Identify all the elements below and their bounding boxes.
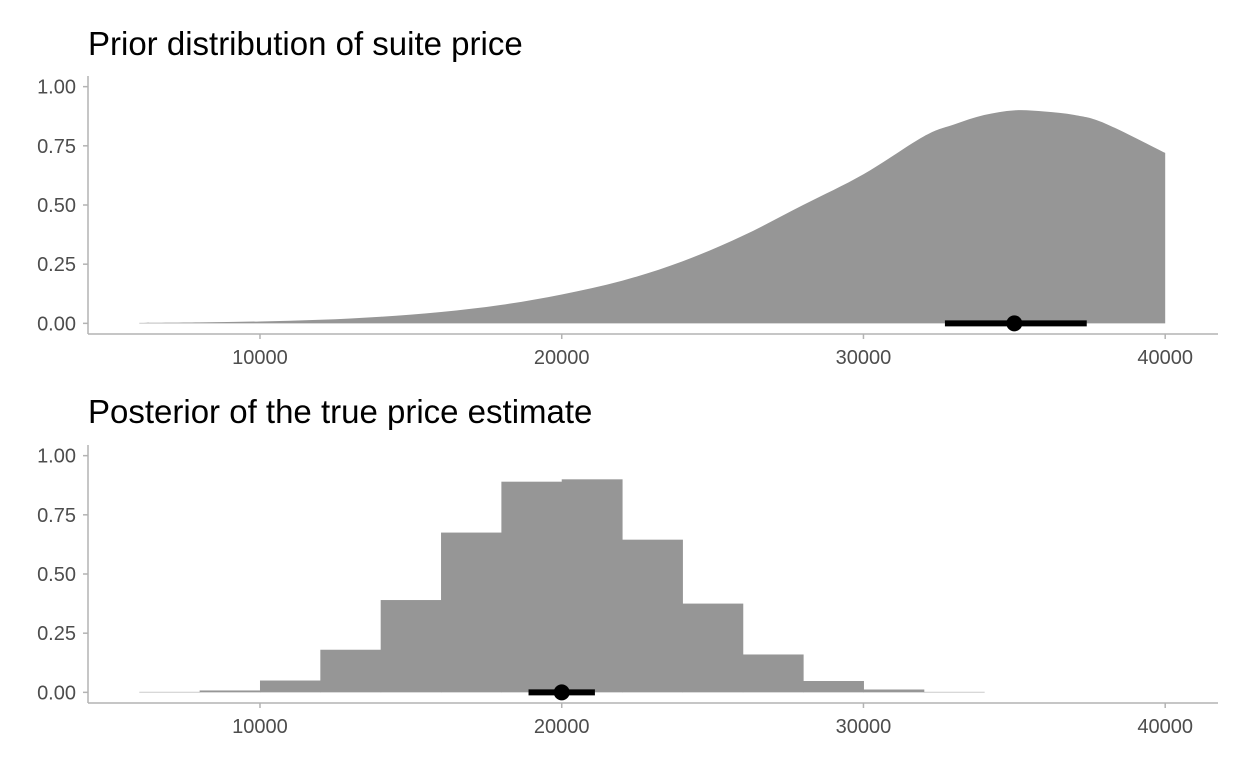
posterior-y-tick-label: 0.75 — [37, 505, 76, 527]
posterior-histogram-bar — [139, 691, 201, 693]
posterior-y-tick-label: 0.50 — [37, 564, 76, 586]
posterior-plot-area — [139, 479, 985, 701]
posterior-histogram-bar — [923, 691, 985, 693]
posterior-histogram-bar — [682, 603, 744, 693]
posterior-histogram-bar — [441, 532, 502, 693]
prior-y-tick-label: 0.50 — [37, 195, 76, 217]
prior-plot-area — [139, 110, 1166, 332]
posterior-x-tick-label: 40000 — [1137, 716, 1193, 738]
prior-x-tick-label: 40000 — [1137, 347, 1193, 369]
posterior-histogram-bar — [863, 689, 925, 693]
posterior-panel: Posterior of the true price estimate 0.0… — [37, 393, 1218, 738]
posterior-x-tick-label: 10000 — [232, 716, 288, 738]
prior-x-tick-label: 20000 — [534, 347, 590, 369]
posterior-axes: 0.00 0.25 0.50 0.75 1.00 10000 20000 30000 40000 — [37, 445, 1218, 738]
prior-y-tick-label: 0.75 — [37, 136, 76, 158]
posterior-histogram-bar — [320, 649, 382, 693]
prior-y-tick-label: 0.25 — [37, 254, 76, 276]
posterior-x-tick-label: 20000 — [534, 716, 590, 738]
posterior-histogram-bar — [742, 654, 804, 693]
posterior-x-tick-label: 30000 — [836, 716, 892, 738]
posterior-panel-title: Posterior of the true price estimate — [88, 393, 592, 430]
posterior-point-estimate — [553, 684, 570, 701]
prior-x-tick-label: 10000 — [232, 347, 288, 369]
posterior-histogram-bar — [380, 600, 442, 693]
posterior-histogram-bar — [803, 680, 864, 693]
prior-y-tick-label: 0.00 — [37, 313, 76, 335]
prior-panel: Prior distribution of suite price 0.000.… — [37, 25, 1218, 369]
prior-point-estimate — [1006, 315, 1023, 332]
posterior-histogram-bar — [259, 680, 321, 693]
posterior-histogram-bar — [561, 479, 623, 693]
posterior-histogram-bar — [501, 481, 563, 693]
prior-density-area — [139, 110, 1166, 324]
posterior-y-tick-label: 0.00 — [37, 682, 76, 704]
prior-x-tick-label: 30000 — [836, 347, 892, 369]
posterior-y-tick-label: 1.00 — [37, 446, 76, 468]
posterior-histogram-bar — [622, 539, 683, 693]
prior-panel-title: Prior distribution of suite price — [88, 25, 523, 62]
prior-axes: 0.00 0.25 0.50 0.75 1.00 10000 20000 30000 40000 — [37, 76, 1218, 369]
posterior-histogram-bar — [199, 690, 261, 693]
posterior-y-tick-label: 0.25 — [37, 623, 76, 645]
prior-y-tick-label: 1.00 — [37, 77, 76, 99]
